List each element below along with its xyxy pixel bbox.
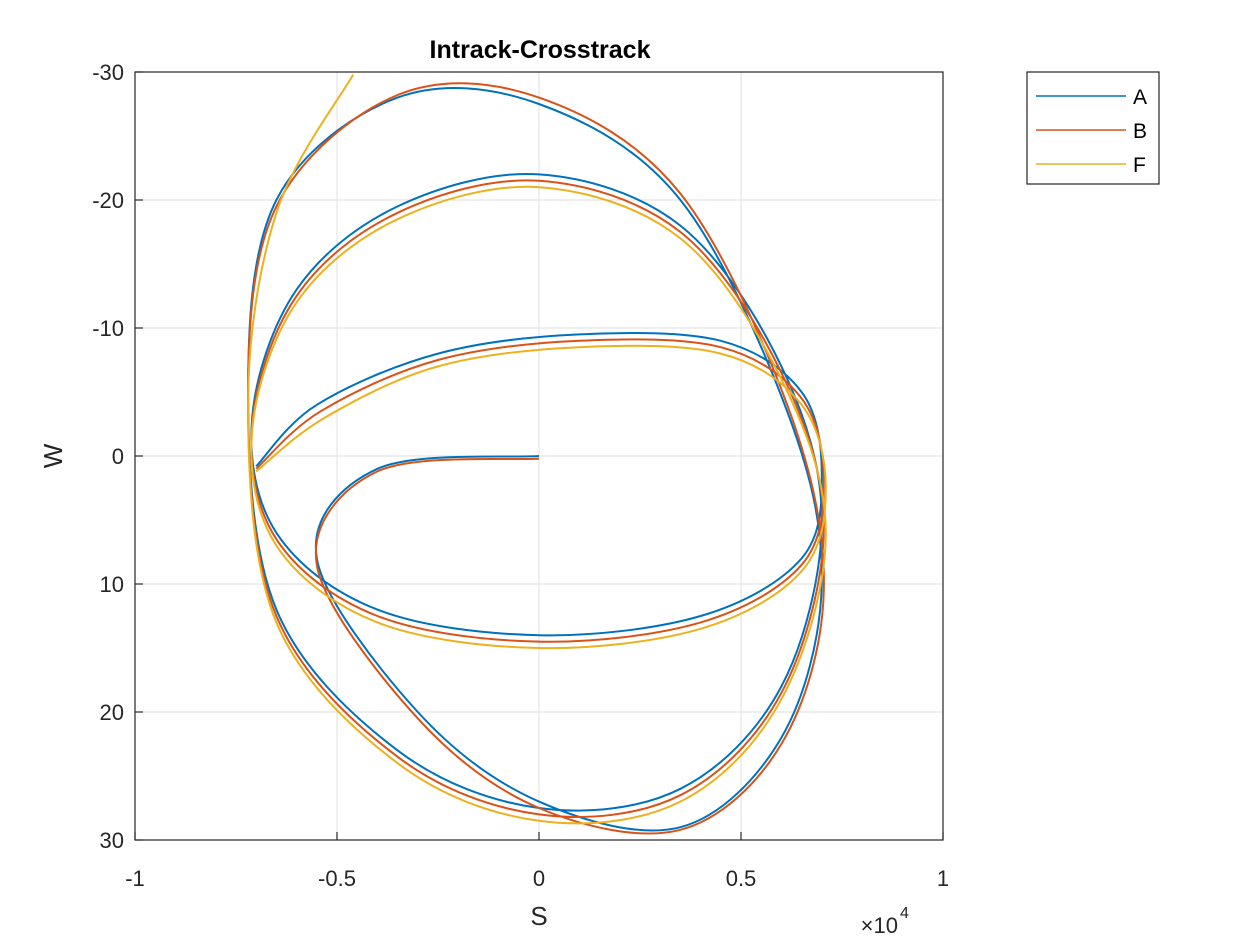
legend-label-A: A — [1133, 86, 1147, 109]
x-tick-label: 0 — [533, 866, 545, 891]
y-tick-label: -10 — [92, 316, 124, 341]
y-tick-label: 0 — [112, 444, 124, 469]
x-tick-label: 1 — [937, 866, 949, 891]
x-exponent-base: ×10 — [861, 913, 898, 938]
x-tick-label: -1 — [125, 866, 145, 891]
x-exponent: ×10 4 — [861, 905, 909, 938]
series-layer — [247, 74, 827, 835]
x-exponent-power: 4 — [900, 905, 909, 922]
series-line-A — [247, 87, 823, 832]
series-line-B — [247, 82, 825, 835]
legend-label-B: B — [1133, 120, 1147, 143]
x-axis-label: S — [530, 901, 547, 931]
y-tick-label: 20 — [100, 700, 124, 725]
series-line-F — [247, 74, 827, 825]
y-tick-label: -20 — [92, 188, 124, 213]
chart-title: Intrack-Crosstrack — [430, 36, 651, 64]
x-tick-labels: -1 -0.5 0 0.5 1 — [125, 866, 949, 891]
x-tick-label: -0.5 — [318, 866, 356, 891]
legend: ABF — [1026, 71, 1160, 185]
legend-entries: ABF — [1036, 86, 1147, 177]
plot-area — [247, 74, 827, 835]
y-axis-label: W — [38, 443, 68, 468]
legend-label-F: F — [1133, 154, 1146, 177]
y-tick-label: -30 — [92, 60, 124, 85]
y-tick-labels: -30 -20 -10 0 10 20 30 — [92, 60, 124, 853]
y-tick-label: 10 — [100, 572, 124, 597]
axes-box — [134, 71, 944, 841]
legend-box — [1026, 71, 1160, 185]
y-tick-label: 30 — [100, 828, 124, 853]
x-tick-label: 0.5 — [726, 866, 757, 891]
